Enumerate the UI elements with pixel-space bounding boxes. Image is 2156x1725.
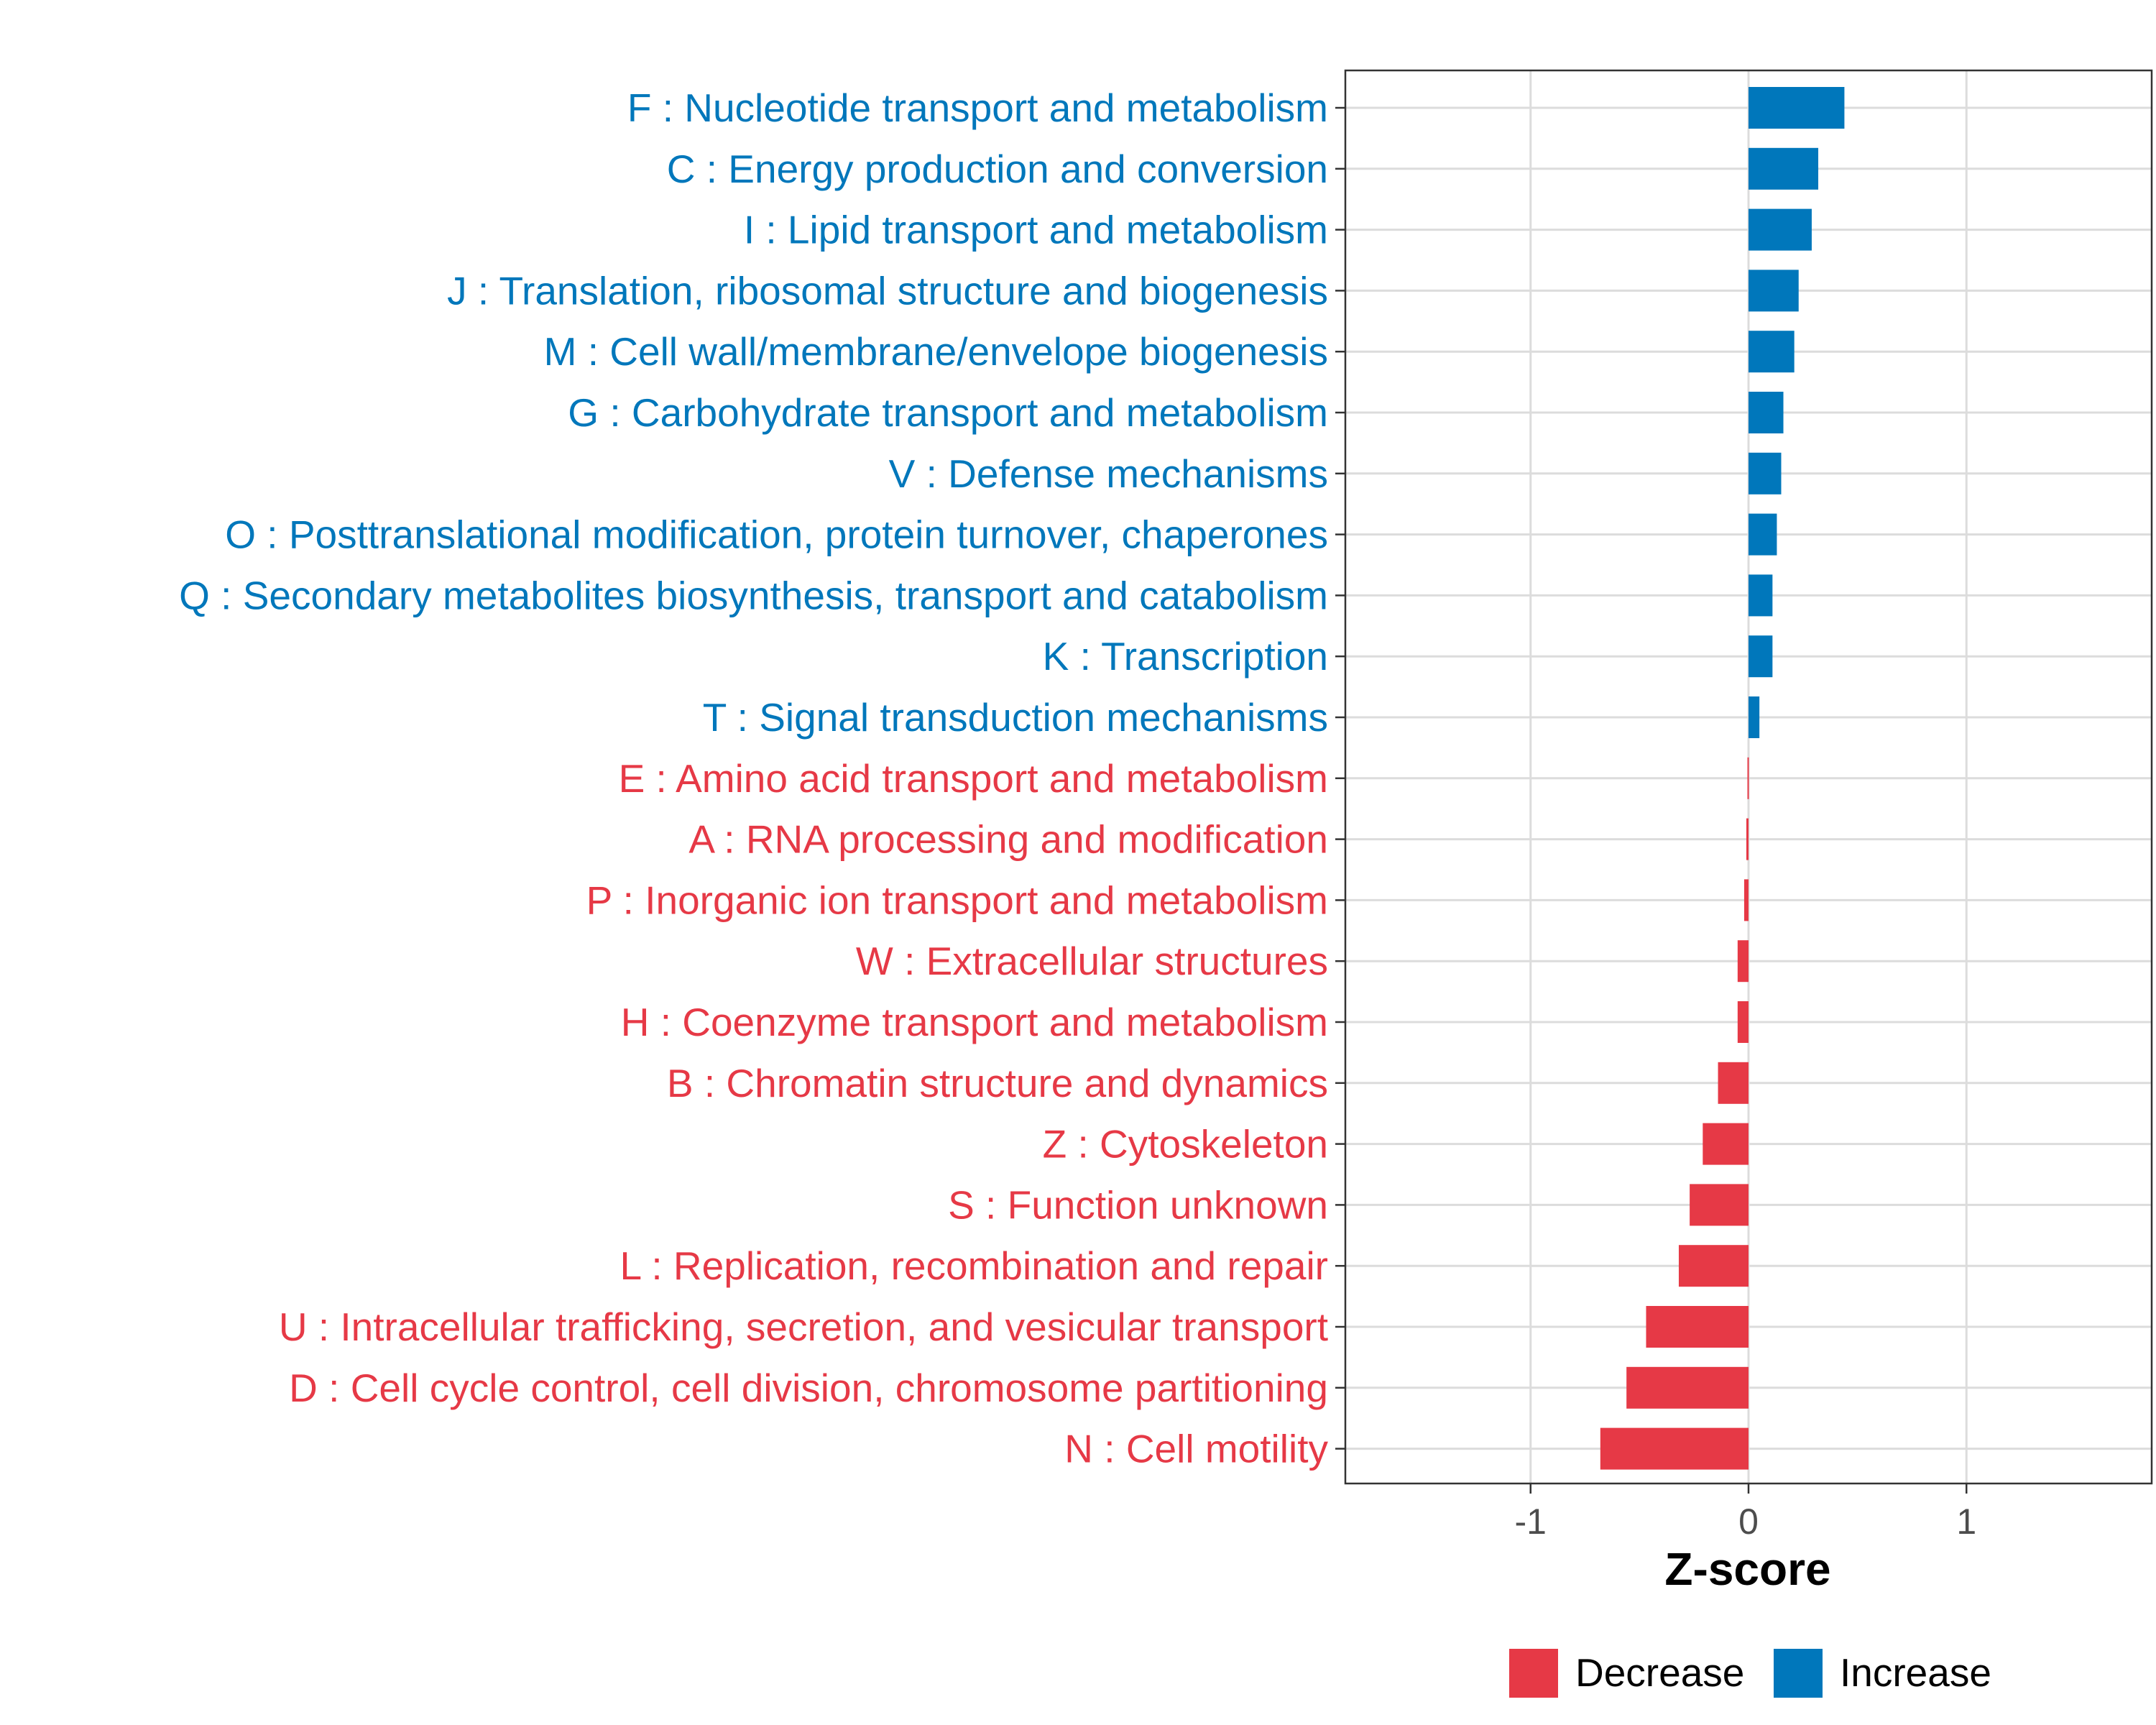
category-label: Z : Cytoskeleton	[1043, 1122, 1328, 1167]
bars	[1600, 87, 1845, 1470]
category-label: G : Carbohydrate transport and metabolis…	[568, 390, 1328, 435]
bar	[1749, 392, 1784, 433]
category-label: E : Amino acid transport and metabolism	[619, 756, 1328, 801]
bar	[1749, 513, 1777, 556]
category-label: T : Signal transduction mechanisms	[703, 695, 1328, 740]
bar	[1746, 818, 1749, 860]
category-label: B : Chromatin structure and dynamics	[667, 1061, 1328, 1105]
category-label: N : Cell motility	[1064, 1427, 1328, 1471]
legend: Decrease Increase	[1509, 1649, 1991, 1698]
bar	[1737, 1001, 1749, 1043]
bar	[1737, 940, 1749, 983]
bar	[1600, 1427, 1749, 1470]
bar	[1646, 1306, 1749, 1348]
category-label: I : Lipid transport and metabolism	[744, 208, 1328, 252]
category-label: H : Coenzyme transport and metabolism	[621, 1000, 1328, 1044]
category-label: D : Cell cycle control, cell division, c…	[289, 1366, 1328, 1410]
category-label: M : Cell wall/membrane/envelope biogenes…	[544, 329, 1328, 374]
bar	[1749, 208, 1812, 251]
bar	[1749, 147, 1819, 190]
bar	[1749, 635, 1773, 678]
category-label: W : Extracellular structures	[856, 939, 1328, 983]
category-label: J : Translation, ribosomal structure and…	[447, 268, 1328, 313]
category-label: K : Transcription	[1043, 634, 1328, 678]
category-label: S : Function unknown	[948, 1182, 1328, 1227]
bar	[1749, 452, 1782, 494]
x-tick-label: 0	[1738, 1501, 1759, 1542]
x-tick-label: 1	[1956, 1501, 1976, 1542]
bar	[1718, 1062, 1749, 1104]
category-label: O : Posttranslational modification, prot…	[225, 512, 1328, 557]
category-label: U : Intracellular trafficking, secretion…	[279, 1305, 1328, 1349]
bar	[1626, 1366, 1749, 1409]
category-label: C : Energy production and conversion	[667, 147, 1328, 191]
category-label: V : Defense mechanisms	[889, 451, 1328, 496]
x-tick-label: -1	[1515, 1501, 1547, 1542]
category-label: A : RNA processing and modification	[688, 817, 1328, 862]
legend-key	[1774, 1649, 1823, 1698]
legend-key	[1509, 1649, 1558, 1698]
category-labels: F : Nucleotide transport and metabolism C…	[179, 86, 1328, 1471]
bar	[1749, 87, 1845, 129]
bar	[1749, 574, 1773, 617]
bar	[1749, 331, 1795, 373]
category-label: P : Inorganic ion transport and metaboli…	[586, 878, 1328, 922]
bar	[1749, 696, 1760, 738]
x-axis-ticks: -1 0 1	[1515, 1484, 1976, 1542]
bar	[1690, 1184, 1749, 1226]
category-label: Q : Secondary metabolites biosynthesis, …	[179, 573, 1328, 617]
bar	[1743, 879, 1749, 921]
category-label: L : Replication, recombination and repai…	[620, 1243, 1328, 1288]
category-label: F : Nucleotide transport and metabolism	[627, 86, 1328, 130]
bar	[1678, 1245, 1749, 1287]
x-axis-title: Z-score	[1664, 1543, 1830, 1595]
bar	[1703, 1123, 1749, 1165]
bar	[1747, 757, 1749, 799]
legend-label: Increase	[1840, 1650, 1991, 1695]
bar	[1749, 270, 1799, 312]
legend-label: Decrease	[1575, 1650, 1744, 1695]
y-axis-ticks	[1335, 106, 1345, 1450]
